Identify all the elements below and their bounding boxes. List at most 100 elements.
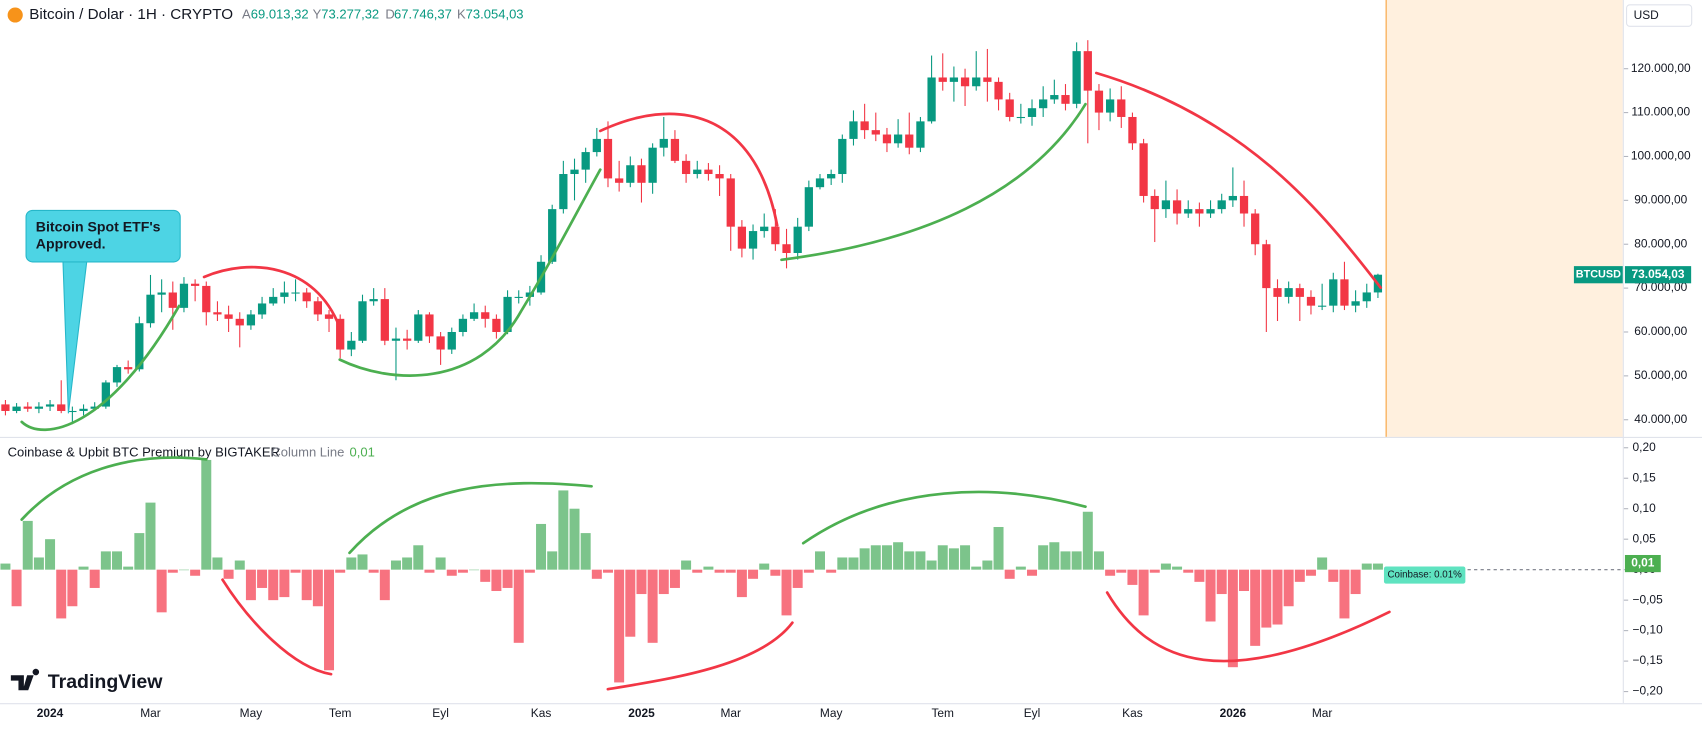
candle-body [391,338,401,341]
premium-bar [402,557,413,570]
tag-text: Coinbase: 0.01% [1388,570,1463,581]
premium-bar [692,569,703,573]
indicator-last-value: 0,01 [350,444,375,459]
premium-bar [156,569,167,613]
ohlc-key: Y [313,6,322,21]
premium-bar [681,560,692,570]
candle-body [90,406,99,409]
premium-bar [212,557,223,570]
candle-body [246,314,256,326]
premium-bar [926,560,937,570]
ohlc-key: K [457,6,466,21]
candle-body [135,323,144,370]
premium-bar [1194,569,1205,582]
candle-body [257,303,267,315]
candle-body [960,77,970,87]
premium-bar [413,545,424,570]
candle-body [202,285,211,313]
premium-bar [1305,569,1316,576]
premium-bar [792,569,803,588]
trend-curve [606,621,794,691]
candle-body [190,283,200,286]
candle-body [771,226,780,245]
premium-bar [837,557,848,570]
premium-bar [1283,569,1294,607]
candle-body [659,138,668,148]
premium-bar [1328,569,1339,582]
candle-body [34,406,44,409]
currency-label[interactable]: USD [1634,8,1659,22]
candle-body [313,301,322,315]
candle-body [615,178,624,183]
premium-bar [602,569,613,573]
candle-body [1284,288,1293,297]
candle-body [581,152,590,170]
premium-bar [826,569,837,573]
y-tick-label: 120.000,00 [1631,61,1691,75]
premium-bar [145,502,156,570]
premium-bar [625,569,636,637]
trend-curve [20,456,208,521]
candle-body [949,77,959,82]
premium-bar [1216,569,1227,595]
brand-logo [10,668,40,691]
candle-body [972,77,981,87]
x-tick-label: Eyl [1024,706,1041,720]
candle-body [548,209,557,262]
candle-body [112,367,122,383]
candle-body [291,292,300,294]
candle-body [1150,195,1159,210]
premium-bar [312,569,323,607]
callout-box [25,209,181,263]
x-tick-label: Mar [1312,706,1333,720]
premium-bar [390,560,401,570]
candle-body [1239,195,1249,214]
candle-body [1,404,10,411]
premium-bar [223,569,234,579]
coin-icon [7,7,23,23]
premium-bar [1116,569,1127,573]
currency-button[interactable] [1626,4,1693,27]
premium-bar [1172,566,1183,570]
premium-bar [736,569,747,598]
price-tag [1624,266,1692,284]
candle-body [626,165,635,183]
premium-bar [89,569,100,588]
price-tag-text: 73.054,03 [1632,267,1685,281]
premium-bar [547,551,558,570]
candle-body [983,77,992,82]
premium-bar [100,551,111,570]
premium-bar [1272,569,1283,625]
premium-bar [190,569,201,576]
premium-bar [859,548,870,570]
candle-body [570,169,579,175]
premium-bar [1239,569,1250,592]
candle-body [380,299,389,341]
candle-body [793,226,802,254]
premium-bar [1127,569,1138,585]
premium-bar [1060,551,1071,570]
premium-bar [1183,569,1194,573]
candle-body [760,226,769,232]
trend-curve [1094,71,1383,290]
premium-bar [781,569,792,616]
premium-bar [636,569,647,595]
candle-body [403,338,412,341]
premium-bar [480,569,491,582]
candle-body [481,312,490,319]
premium-bar [1093,551,1104,570]
premium-bar [201,459,212,570]
callout-text: Approved. [36,236,106,252]
candle-body [1217,200,1226,210]
premium-bar [569,508,580,570]
candle-body [45,404,55,407]
candle-body [12,406,21,411]
premium-bar [112,551,123,570]
candle-body [1128,116,1137,144]
candle-body [1061,95,1070,104]
premium-bar [513,569,524,643]
premium-bar [435,557,446,570]
premium-bar [580,533,591,570]
premium-bar [324,569,335,671]
candle-body [168,292,177,308]
